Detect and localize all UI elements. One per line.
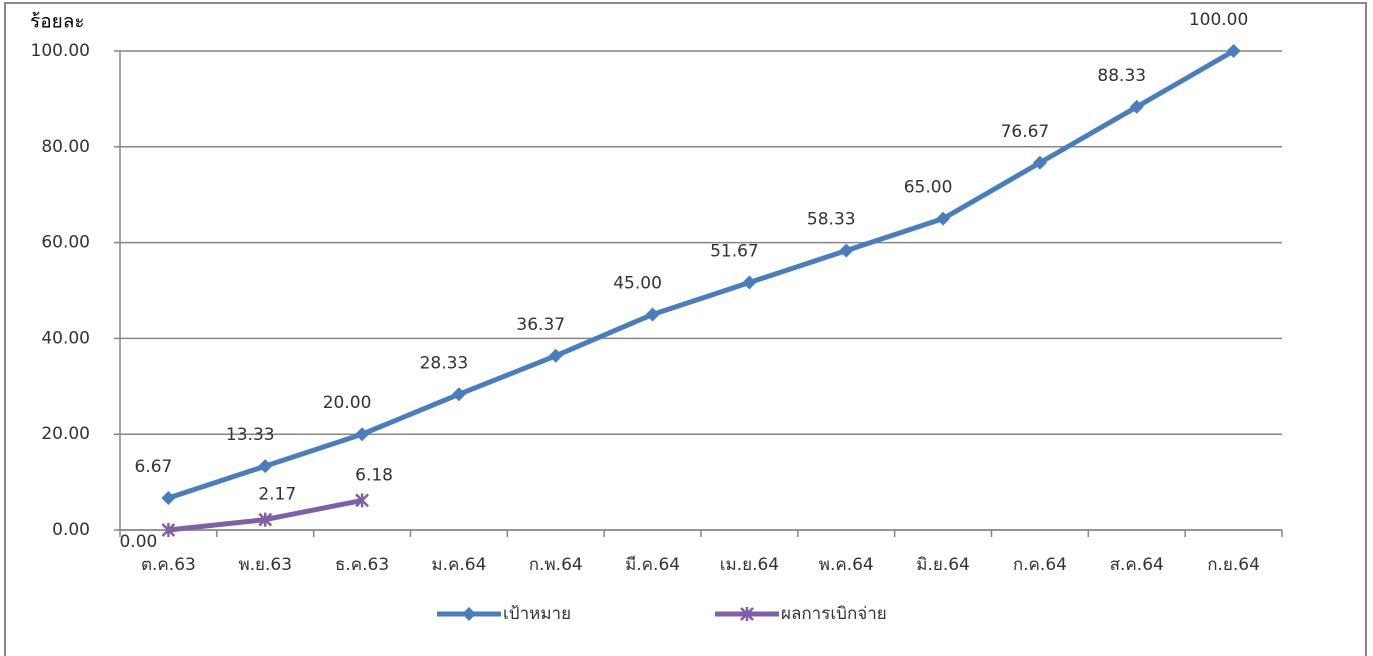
series-line bbox=[167, 48, 1235, 501]
y-tick-label: 20.00 bbox=[41, 424, 90, 444]
x-tick-label: ก.ค.64 bbox=[1013, 555, 1067, 575]
legend-marker bbox=[740, 607, 754, 621]
data-point bbox=[1129, 99, 1144, 114]
data-label: 0.00 bbox=[119, 532, 157, 552]
data-point bbox=[451, 387, 466, 402]
data-label: 51.67 bbox=[710, 242, 759, 262]
data-point bbox=[355, 427, 370, 442]
y-tick-label: 40.00 bbox=[41, 328, 90, 348]
data-label: 6.18 bbox=[355, 465, 393, 485]
data-point bbox=[1226, 44, 1241, 58]
data-point bbox=[258, 512, 273, 527]
y-tick-label: 60.00 bbox=[41, 233, 90, 253]
chart-frame bbox=[4, 2, 1367, 656]
data-label: 45.00 bbox=[613, 273, 662, 293]
data-label: 36.37 bbox=[516, 315, 565, 335]
data-label: 28.33 bbox=[420, 353, 469, 373]
x-tick-label: เม.ย.64 bbox=[720, 555, 779, 575]
x-tick-label: ก.ย.64 bbox=[1207, 555, 1260, 575]
x-tick-label: ส.ค.64 bbox=[1110, 555, 1164, 575]
data-label: 100.00 bbox=[1189, 10, 1248, 30]
x-tick-label: ก.พ.64 bbox=[529, 555, 583, 575]
y-tick-label: 100.00 bbox=[31, 41, 90, 61]
data-point bbox=[1032, 155, 1047, 170]
legend-label: เป้าหมาย bbox=[503, 604, 571, 624]
data-point bbox=[645, 307, 660, 322]
y-tick-label: 0.00 bbox=[52, 520, 90, 540]
data-point bbox=[258, 459, 273, 474]
data-label: 65.00 bbox=[904, 178, 953, 198]
data-label: 2.17 bbox=[258, 485, 296, 505]
data-point bbox=[839, 243, 854, 258]
x-tick-label: มิ.ย.64 bbox=[916, 555, 970, 575]
data-point bbox=[936, 211, 951, 226]
data-point bbox=[742, 275, 757, 290]
data-label: 13.33 bbox=[226, 425, 275, 445]
data-label: 6.67 bbox=[134, 457, 172, 477]
data-point bbox=[161, 523, 176, 537]
data-point bbox=[355, 493, 369, 508]
x-tick-label: พ.ย.63 bbox=[238, 555, 292, 575]
data-point bbox=[161, 491, 176, 506]
data-label: 58.33 bbox=[807, 210, 856, 230]
data-label: 20.00 bbox=[323, 393, 372, 413]
data-label: 76.67 bbox=[1001, 122, 1050, 142]
y-tick-label: 80.00 bbox=[41, 137, 90, 157]
x-tick-label: พ.ค.64 bbox=[819, 555, 874, 575]
x-tick-label: มี.ค.64 bbox=[625, 555, 680, 575]
data-point bbox=[548, 348, 563, 363]
data-label: 88.33 bbox=[1097, 66, 1146, 86]
x-tick-label: ธ.ค.63 bbox=[335, 555, 389, 575]
legend-label: ผลการเบิกจ่าย bbox=[781, 604, 887, 624]
legend-marker bbox=[462, 607, 476, 621]
x-tick-label: ต.ค.63 bbox=[141, 555, 196, 575]
x-tick-label: ม.ค.64 bbox=[431, 555, 486, 575]
y-axis-label: ร้อยละ bbox=[30, 11, 85, 33]
